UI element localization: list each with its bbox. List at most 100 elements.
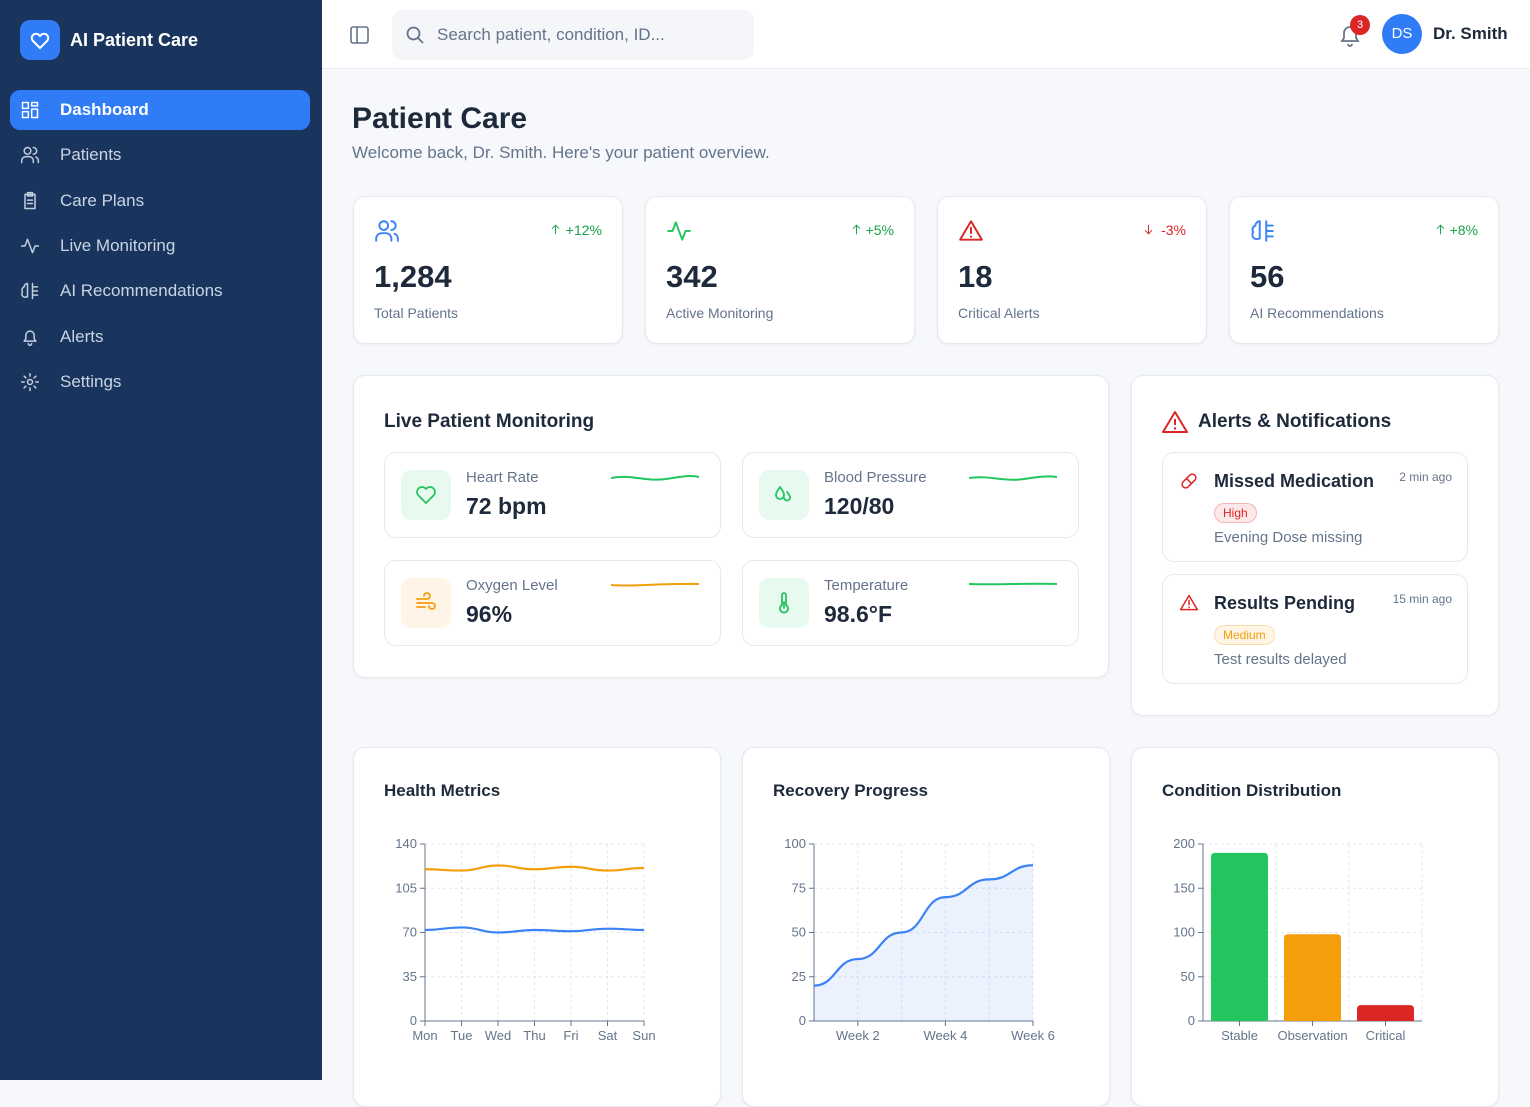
area-fill [814, 865, 1033, 1021]
nav-item[interactable]: Settings [10, 362, 310, 402]
chart: 0 35 70 105 140 Mon Tue Wed Thu Fri Sat Sun [395, 836, 655, 1043]
x-tick-label: Critical [1366, 1028, 1406, 1043]
icon [24, 191, 36, 209]
nav-label: Patients [60, 145, 122, 165]
x-tick-label: Stable [1221, 1028, 1258, 1043]
nav-label: Alerts [60, 326, 104, 346]
icon [1436, 224, 1444, 235]
icon-path [23, 329, 37, 346]
sparkline-path [611, 474, 700, 481]
nav-item[interactable]: Dashboard [10, 90, 310, 130]
alert-time: 15 min ago [1392, 592, 1452, 606]
stat-label: AI Recommendations [1250, 305, 1384, 321]
vital-tile: Temperature 98.6°F [742, 560, 1079, 646]
nav-item[interactable]: Live Monitoring [10, 226, 310, 266]
icon [20, 372, 40, 391]
icon-path [1436, 224, 1444, 235]
priority-badge: High [1214, 503, 1257, 523]
stat-label: Critical Alerts [958, 305, 1040, 321]
search-box[interactable]: Search patient, condition, ID... [392, 10, 754, 60]
nav-item[interactable]: Alerts [10, 317, 310, 357]
vital-value: 72 bpm [466, 493, 547, 519]
chart-title: Health Metrics [384, 781, 501, 800]
x-tick-label: Fri [563, 1028, 578, 1043]
icon-path [959, 220, 983, 241]
stat-label: Total Patients [374, 305, 459, 321]
alert-item[interactable]: Results Pending 15 min ago Medium Test resu… [1162, 574, 1468, 684]
icon-path [1181, 473, 1197, 489]
icon-path [20, 238, 40, 254]
stat-card: +12% 1,284 Total Patients [353, 196, 623, 344]
nav-item[interactable]: AI Recommendations [10, 271, 310, 311]
bar [1357, 1005, 1414, 1021]
x-tick-label: Week 4 [923, 1028, 967, 1043]
search-placeholder: Search patient, condition, ID... [437, 25, 665, 44]
chart: 0 25 50 75 100 Week 2 Week 4 Week 6 [784, 836, 1055, 1043]
icon-path [551, 224, 560, 235]
nav-item[interactable]: Care Plans [10, 181, 310, 221]
alert-item[interactable]: Missed Medication 2 min ago High Evening Do… [1162, 452, 1468, 562]
x-tick-label: Sun [632, 1028, 655, 1043]
chart: 0 50 100 150 200 Stable Observation Critical [1173, 836, 1423, 1043]
x-tick-label: Mon [412, 1028, 437, 1043]
x-tick-label: Tue [451, 1028, 473, 1043]
icon [779, 592, 789, 614]
x-tick-label: Week 6 [1011, 1028, 1055, 1043]
y-tick-label: 50 [1181, 969, 1195, 984]
icon-path [24, 191, 36, 209]
avatar[interactable]: DS [1382, 14, 1422, 54]
sparkline [611, 582, 700, 587]
chart-card: Health Metrics 0 35 70 105 140 Mon Tue Wed Thu Fri… [353, 747, 721, 1107]
vital-tile: Blood Pressure 120/80 [742, 452, 1079, 538]
line [813, 864, 1034, 987]
alert-icon [1162, 411, 1188, 433]
sidebar: AI Patient Care Dashboard Patients Care Pl… [0, 0, 322, 1080]
vital-icon-box [759, 470, 809, 520]
x-tick-label: Wed [485, 1028, 512, 1043]
alert-time: 2 min ago [1399, 470, 1452, 484]
y-tick-label: 100 [784, 836, 806, 851]
icon [959, 220, 983, 241]
icon-path [416, 592, 436, 610]
sparkline-path [969, 475, 1058, 481]
sidebar-toggle[interactable] [350, 26, 370, 44]
icon-path [1251, 220, 1274, 242]
icon [775, 486, 791, 502]
icon [416, 592, 436, 610]
page-title: Patient Care [352, 102, 528, 135]
stat-change: +5% [865, 222, 894, 238]
y-tick-label: 50 [792, 925, 806, 940]
page-subtitle: Welcome back, Dr. Smith. Here's your pat… [352, 143, 770, 162]
icon-path [852, 224, 860, 235]
card-title: Alerts & Notifications [1198, 411, 1392, 432]
vital-icon-box [759, 578, 809, 628]
icon-path [21, 101, 39, 119]
icon-path [21, 282, 39, 300]
icon-path [416, 486, 436, 504]
alert-title: Results Pending [1214, 593, 1356, 613]
priority-badge: Medium [1214, 625, 1275, 645]
stat-value: 18 [958, 259, 993, 294]
icon [20, 147, 40, 164]
icon [20, 238, 40, 254]
icon-path [775, 486, 791, 502]
y-tick-label: 150 [1173, 880, 1195, 895]
icon [1179, 594, 1199, 611]
x-tick-label: Observation [1277, 1028, 1347, 1043]
bar [1211, 852, 1268, 1021]
stat-value: 1,284 [374, 259, 452, 294]
stat-card: +8% 56 AI Recommendations [1229, 196, 1499, 344]
vital-tile: Oxygen Level 96% [384, 560, 721, 646]
alert-detail: Evening Dose missing [1214, 529, 1363, 546]
y-tick-label: 100 [1173, 925, 1195, 940]
nav-label: Dashboard [60, 100, 149, 119]
stat-value: 56 [1250, 259, 1285, 294]
chart-title: Recovery Progress [773, 781, 928, 800]
search-icon [406, 26, 424, 44]
notification-badge: 3 [1350, 15, 1370, 35]
chart-card: Recovery Progress 0 25 50 75 100 Week 2 Week 4 W… [742, 747, 1110, 1107]
y-tick-label: 35 [403, 969, 417, 984]
nav-item[interactable]: Patients [10, 135, 310, 175]
y-tick-label: 200 [1173, 836, 1195, 851]
